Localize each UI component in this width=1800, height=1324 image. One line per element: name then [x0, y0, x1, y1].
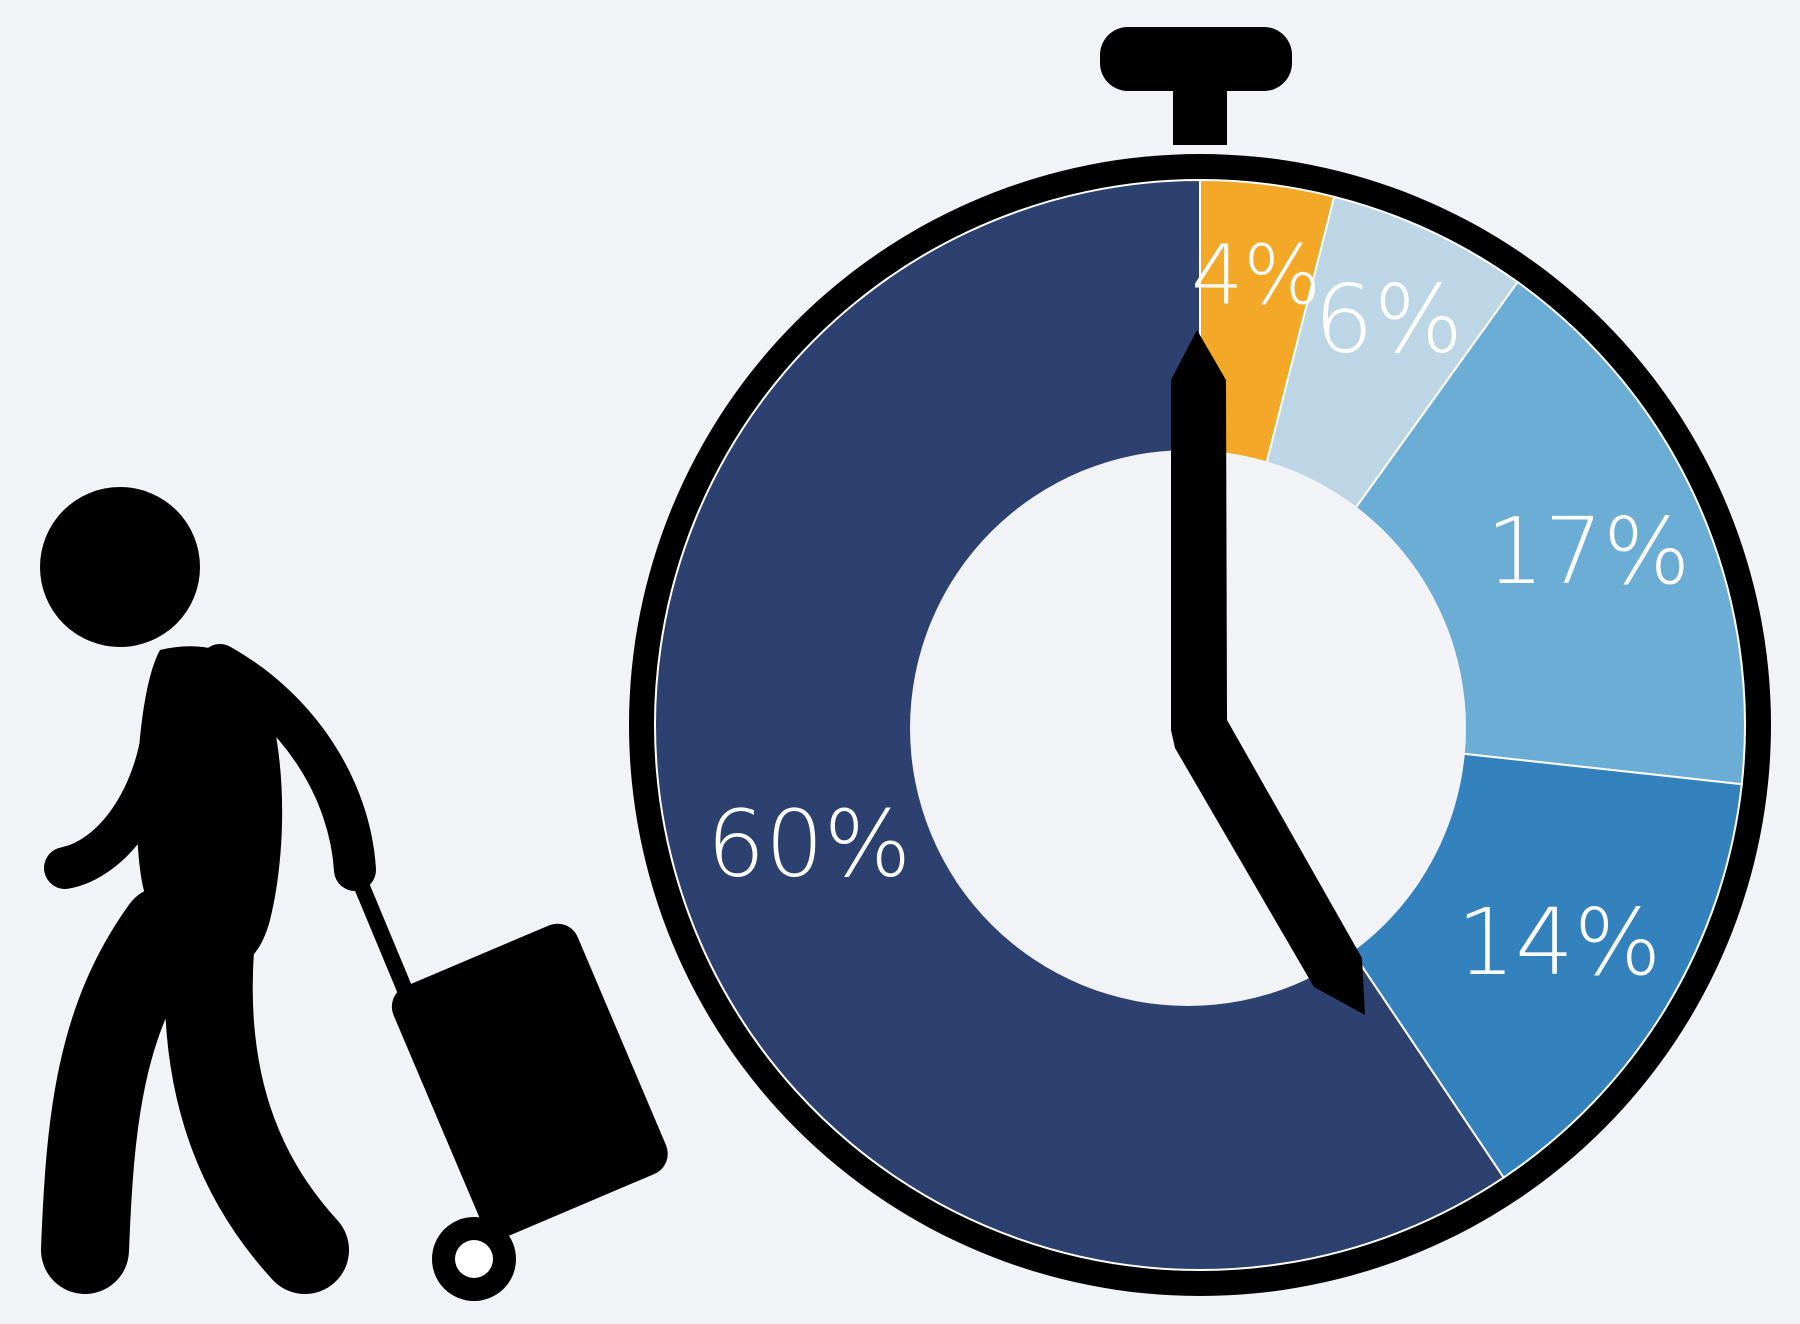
- slice-label-5: 60%: [707, 791, 911, 898]
- stopwatch-stem: [1173, 85, 1227, 145]
- slice-labels: 4%6% 17% 14% 60%: [707, 229, 1691, 996]
- slice-label-1: 4%: [1191, 229, 1321, 324]
- clock-hand-icon: [1171, 330, 1365, 1015]
- stopwatch-crown-button: [1100, 27, 1292, 91]
- slice-label-3: 17%: [1486, 498, 1690, 605]
- slice-label-4: 14%: [1457, 889, 1661, 996]
- traveler-with-rolling-suitcase-icon: [40, 487, 668, 1301]
- slice-label-2: 6%: [1314, 265, 1463, 374]
